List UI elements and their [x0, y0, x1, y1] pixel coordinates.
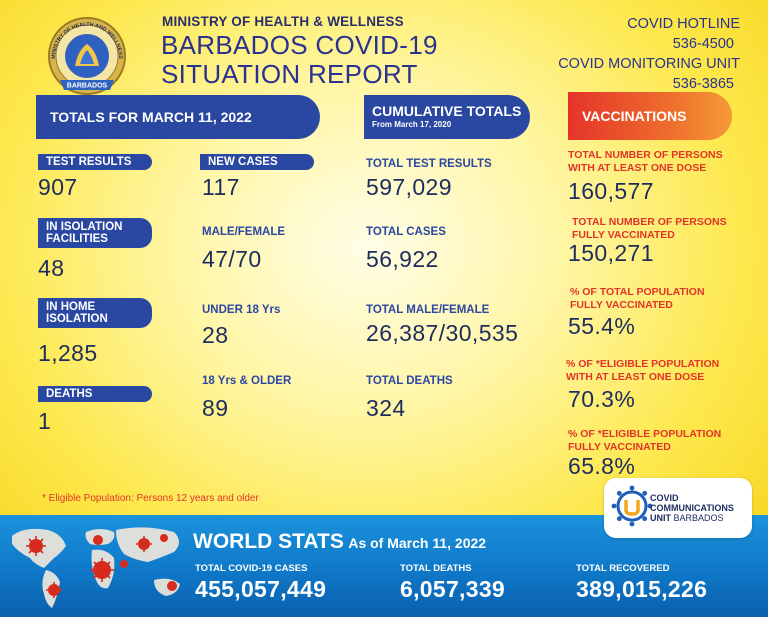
male-female-value: 47/70 [202, 246, 262, 272]
badge-line3-bold: UNIT [650, 513, 671, 523]
vax-pct-total-fully-value: 55.4% [568, 313, 636, 339]
seal-banner-text: BARBADOS [67, 83, 108, 90]
home-isolation-label: IN HOME ISOLATION [38, 298, 152, 328]
deaths-value: 1 [38, 408, 52, 434]
cumulative-banner: CUMULATIVE TOTALS From March 17, 2020 [364, 95, 530, 139]
total-male-female-value: 26,387/30,535 [366, 320, 519, 346]
vax-label-line2: FULLY VACCINATED [570, 299, 673, 311]
world-map-virus-icon [12, 527, 180, 608]
vax-pct-total-fully-label: % OF TOTAL POPULATION FULLY VACCINATED [570, 286, 705, 312]
monitoring-label: COVID MONITORING UNIT [558, 56, 740, 72]
report-title-line2: SITUATION REPORT [161, 59, 418, 89]
world-recovered-label: TOTAL RECOVERED [576, 563, 670, 574]
vax-pct-eligible-fully-value: 65.8% [568, 453, 636, 479]
vax-label-line1: % OF TOTAL POPULATION [570, 286, 705, 298]
totals-banner: TOTALS FOR MARCH 11, 2022 [36, 95, 320, 139]
vax-pct-eligible-one-dose-label: % OF *ELIGIBLE POPULATION WITH AT LEAST … [566, 358, 719, 384]
report-title-line1: BARBADOS COVID-19 [161, 30, 438, 60]
total-male-female-label: TOTAL MALE/FEMALE [366, 304, 490, 316]
hotline-label: COVID HOTLINE [627, 16, 740, 32]
total-cases-label: TOTAL CASES [366, 226, 446, 238]
vax-label-line2: FULLY VACCINATED [568, 441, 671, 453]
home-label-line1: IN HOME [46, 301, 96, 313]
badge-line2: COMMUNICATIONS [650, 503, 734, 513]
cumulative-banner-title: CUMULATIVE TOTALS [372, 103, 522, 119]
new-cases-value: 117 [202, 174, 240, 200]
badge-line3: UNIT BARBADOS [650, 513, 734, 523]
under-18-label: UNDER 18 Yrs [202, 304, 281, 316]
vax-pct-eligible-one-dose-value: 70.3% [568, 386, 636, 412]
world-recovered-value: 389,015,226 [576, 576, 708, 602]
total-cases-value: 56,922 [366, 246, 439, 272]
vax-fully-vaccinated-label: TOTAL NUMBER OF PERSONS FULLY VACCINATED [572, 216, 727, 242]
isolation-label-line1: IN ISOLATION [46, 221, 123, 233]
new-cases-label: NEW CASES [200, 154, 314, 170]
world-cases-label: TOTAL COVID-19 CASES [195, 563, 308, 574]
covid-communications-badge [604, 478, 752, 538]
cumulative-banner-subtitle: From March 17, 2020 [372, 120, 452, 129]
badge-line1: COVID [650, 493, 679, 503]
world-cases-value: 455,057,449 [195, 576, 327, 602]
world-deaths-value: 6,057,339 [400, 576, 506, 602]
vax-label-line2: WITH AT LEAST ONE DOSE [568, 162, 707, 174]
vax-label-line1: % OF *ELIGIBLE POPULATION [566, 358, 720, 370]
deaths-label: DEATHS [38, 386, 152, 402]
vaccinations-banner: VACCINATIONS [568, 92, 732, 140]
test-results-label: TEST RESULTS [38, 154, 152, 170]
monitoring-number: 536-3865 [672, 76, 734, 92]
world-deaths-label: TOTAL DEATHS [400, 563, 472, 574]
over-18-value: 89 [202, 395, 229, 421]
total-deaths-value: 324 [366, 395, 406, 421]
covid-communications-text: COVID COMMUNICATIONS UNIT BARBADOS [650, 493, 734, 523]
vax-label-line2: WITH AT LEAST ONE DOSE [566, 371, 705, 383]
male-female-label: MALE/FEMALE [202, 226, 286, 238]
total-test-results-value: 597,029 [366, 174, 452, 200]
vax-pct-eligible-fully-label: % OF *ELIGIBLE POPULATION FULLY VACCINAT… [568, 428, 721, 454]
home-isolation-value: 1,285 [38, 340, 98, 366]
isolation-label-line2: FACILITIES [46, 233, 108, 245]
ministry-seal-logo: MINISTRY OF HEALTH AND WELLNESS BARBADOS [48, 17, 126, 95]
vax-label-line1: TOTAL NUMBER OF PERSONS [568, 149, 723, 161]
world-stats-date: As of March 11, 2022 [348, 535, 487, 551]
under-18-value: 28 [202, 322, 229, 348]
vax-fully-vaccinated-value: 150,271 [568, 240, 654, 266]
covid-communications-logo-icon [611, 485, 653, 527]
badge-line3-rest: BARBADOS [671, 513, 724, 523]
eligible-population-footnote: * Eligible Population: Persons 12 years … [42, 493, 259, 504]
world-stats-title: WORLD STATS [193, 530, 344, 553]
vax-at-least-one-dose-label: TOTAL NUMBER OF PERSONS WITH AT LEAST ON… [568, 149, 723, 175]
over-18-label: 18 Yrs & OLDER [202, 375, 292, 387]
ministry-name: MINISTRY OF HEALTH & WELLNESS [162, 14, 404, 29]
vax-at-least-one-dose-value: 160,577 [568, 178, 654, 204]
vax-label-line1: % OF *ELIGIBLE POPULATION [568, 428, 722, 440]
world-stats-heading: WORLD STATS As of March 11, 2022 [193, 530, 486, 554]
vax-label-line2: FULLY VACCINATED [572, 229, 675, 241]
home-label-line2: ISOLATION [46, 313, 108, 325]
hotline-number: 536-4500 [672, 36, 734, 52]
vax-label-line1: TOTAL NUMBER OF PERSONS [572, 216, 727, 228]
test-results-value: 907 [38, 174, 78, 200]
total-deaths-label: TOTAL DEATHS [366, 375, 453, 387]
isolation-facilities-value: 48 [38, 255, 65, 281]
hotline-block: COVID HOTLINE 536-4500 COVID MONITORING … [558, 14, 740, 94]
total-test-results-label: TOTAL TEST RESULTS [366, 158, 492, 170]
isolation-facilities-label: IN ISOLATION FACILITIES [38, 218, 152, 248]
